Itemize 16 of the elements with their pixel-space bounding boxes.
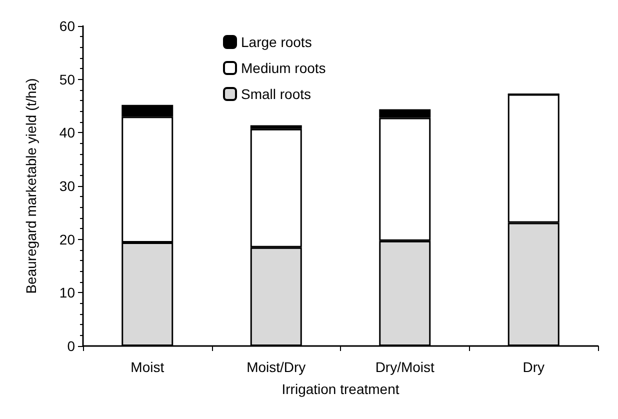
y-tick-label: 30 — [59, 178, 76, 194]
y-tick-label: 10 — [59, 284, 76, 301]
legend-label: Small roots — [241, 86, 312, 102]
y-tick-label: 60 — [59, 18, 76, 34]
x-axis-title: Irrigation treatment — [282, 381, 400, 397]
x-tick-label: Moist/Dry — [246, 359, 306, 375]
x-tick-label: Moist — [130, 359, 164, 375]
y-tick-label: 20 — [59, 231, 76, 248]
x-tick-label: Dry/Moist — [375, 359, 435, 375]
x-tick-label: Dry — [522, 359, 545, 375]
y-tick-label: 50 — [59, 71, 76, 88]
y-tick-label: 40 — [59, 124, 76, 141]
legend-label: Medium roots — [241, 60, 326, 76]
legend-label: Large roots — [241, 34, 312, 50]
y-axis-title: Beauregard marketable yield (t/ha) — [23, 78, 39, 294]
y-tick-label: 0 — [67, 338, 76, 354]
